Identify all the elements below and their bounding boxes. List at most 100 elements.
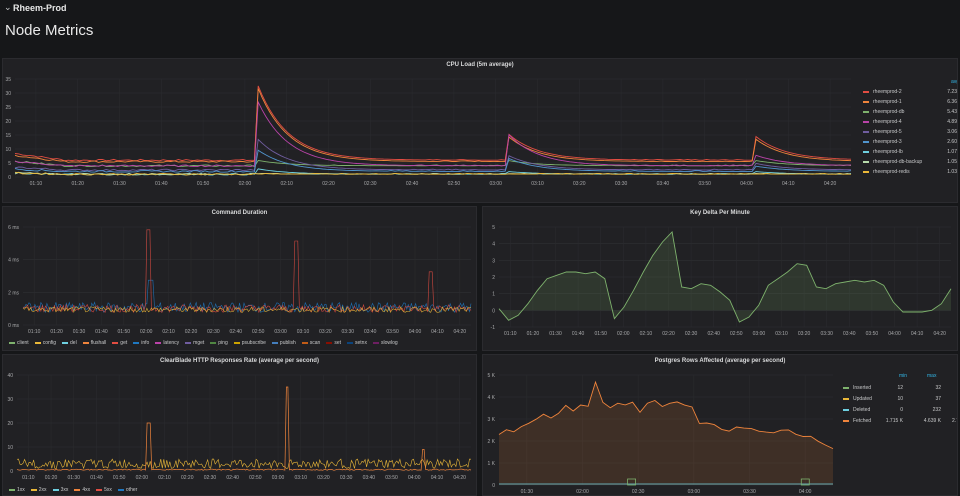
legend-label[interactable]: rheemprod-db-backup bbox=[873, 159, 923, 165]
legend-item[interactable]: rheemprod-3 2.60 bbox=[863, 139, 957, 145]
x-tick-label: 03:00 bbox=[489, 181, 502, 187]
legend-label[interactable]: rheemprod-5 bbox=[873, 129, 902, 135]
x-tick-label: 04:00 bbox=[799, 489, 812, 495]
postgres-rows-panel[interactable]: Postgres Rows Affected (average per seco… bbox=[482, 354, 958, 496]
key-delta-panel[interactable]: Key Delta Per Minute -1 0 1 2 3 4 5 01:10 01:20 0… bbox=[482, 206, 958, 351]
command-duration-panel[interactable]: Command Duration 0 ms 2 ms 4 ms 6 ms 01:10 01… bbox=[2, 206, 477, 351]
legend-header-max[interactable]: max bbox=[927, 373, 937, 379]
x-tick-label: 01:50 bbox=[594, 331, 607, 337]
legend-label[interactable]: rheemprod-db bbox=[873, 109, 905, 115]
legend-item[interactable]: rheemprod-db 5.43 bbox=[863, 109, 957, 115]
legend-swatch bbox=[863, 100, 869, 103]
legend-item[interactable]: 1xx bbox=[9, 487, 25, 493]
y-tick-label: 3 bbox=[492, 258, 495, 264]
x-tick-label: 03:20 bbox=[317, 475, 330, 481]
panel-title[interactable]: Postgres Rows Affected (average per seco… bbox=[654, 358, 786, 364]
legend-item[interactable]: rheemprod-redis 1.03 bbox=[863, 169, 957, 175]
legend-item[interactable]: rheemprod-lb 1.07 bbox=[863, 149, 957, 155]
x-tick-label: 03:40 bbox=[363, 475, 376, 481]
legend-item[interactable]: 3xx bbox=[52, 487, 69, 493]
legend-item[interactable]: psubscribe bbox=[233, 340, 266, 346]
legend-label[interactable]: set bbox=[334, 340, 342, 346]
legend-item[interactable]: other bbox=[117, 487, 138, 493]
legend-item[interactable]: scan bbox=[301, 340, 321, 346]
legend-item[interactable]: del bbox=[62, 340, 77, 346]
legend-item[interactable]: info bbox=[133, 340, 149, 346]
series-line bbox=[498, 231, 952, 323]
legend-item[interactable]: setnx bbox=[347, 340, 367, 346]
legend-item[interactable]: rheemprod-db-backup 1.05 bbox=[863, 159, 957, 165]
legend-label[interactable]: del bbox=[70, 340, 77, 346]
panel-title[interactable]: CPU Load (5m average) bbox=[446, 62, 514, 68]
legend-label[interactable]: rheemprod-lb bbox=[873, 149, 903, 155]
legend-label[interactable]: Fetched bbox=[853, 418, 872, 424]
legend-item[interactable]: Updated 10 37 bbox=[843, 396, 957, 402]
legend-item[interactable]: Inserted 12 32 bbox=[843, 385, 957, 391]
legend-label[interactable]: scan bbox=[309, 340, 321, 346]
legend-item[interactable]: Deleted 0 232 bbox=[843, 407, 957, 413]
legend-max-value: 37 bbox=[935, 396, 941, 402]
legend-item[interactable]: get bbox=[112, 340, 127, 346]
legend-item[interactable]: rheemprod-2 7.23 bbox=[863, 89, 957, 95]
legend-min-value: 0 bbox=[900, 407, 903, 413]
legend-item[interactable]: Fetched 1.715 K 4.639 K 2.7 bbox=[843, 418, 957, 424]
legend-label[interactable]: Updated bbox=[853, 396, 872, 402]
dashboard-row-header[interactable]: ⌄ Rheem-Prod bbox=[0, 0, 960, 16]
panel-title[interactable]: Command Duration bbox=[211, 210, 268, 216]
chevron-down-icon[interactable]: ⌄ bbox=[4, 2, 12, 12]
legend-label[interactable]: mget bbox=[193, 340, 205, 346]
legend-label[interactable]: other bbox=[125, 487, 138, 493]
legend-header-avg[interactable]: avg bbox=[951, 79, 957, 85]
legend-min-value: 10 bbox=[897, 396, 903, 402]
legend-label[interactable]: psubscribe bbox=[241, 340, 266, 346]
legend-label[interactable]: 4xx bbox=[82, 487, 91, 493]
legend-item[interactable]: 4xx bbox=[74, 487, 90, 493]
panel-title[interactable]: Key Delta Per Minute bbox=[690, 210, 750, 216]
x-tick-label: 03:50 bbox=[698, 181, 711, 187]
http-responses-panel[interactable]: ClearBlade HTTP Responses Rate (average … bbox=[2, 354, 477, 496]
legend-label[interactable]: 2xx bbox=[38, 487, 47, 493]
legend-label[interactable]: 5xx bbox=[104, 487, 112, 493]
legend-label[interactable]: rheemprod-3 bbox=[873, 139, 902, 145]
legend-item[interactable]: publish bbox=[271, 340, 296, 346]
legend-item[interactable]: client bbox=[9, 340, 29, 346]
legend-label[interactable]: Inserted bbox=[853, 385, 872, 391]
legend-label[interactable]: get bbox=[120, 340, 128, 346]
x-tick-label: 02:20 bbox=[662, 331, 675, 337]
area-fill bbox=[499, 232, 951, 322]
legend-label[interactable]: rheemprod-1 bbox=[873, 99, 902, 105]
legend-label[interactable]: 3xx bbox=[60, 487, 69, 493]
legend-item[interactable]: latency bbox=[155, 340, 179, 346]
legend-item[interactable]: config bbox=[34, 340, 57, 346]
legend-item[interactable]: 2xx bbox=[30, 487, 47, 493]
legend-label[interactable]: client bbox=[17, 340, 29, 346]
page-title: Node Metrics bbox=[5, 22, 94, 39]
legend-label[interactable]: 1xx bbox=[17, 487, 25, 493]
legend-label[interactable]: config bbox=[42, 340, 57, 346]
legend-label[interactable]: setnx bbox=[355, 340, 367, 346]
legend-item[interactable]: 5xx bbox=[96, 487, 112, 493]
legend-item[interactable]: slowlog bbox=[372, 340, 398, 346]
legend-label[interactable]: flushall bbox=[90, 340, 107, 346]
legend-item[interactable]: ping bbox=[210, 340, 228, 346]
legend-item[interactable]: rheemprod-1 6.36 bbox=[863, 99, 957, 105]
legend-label[interactable]: slowlog bbox=[380, 340, 398, 346]
legend-label[interactable]: info bbox=[141, 340, 150, 346]
legend-label[interactable]: Deleted bbox=[853, 407, 871, 413]
row-title[interactable]: Rheem-Prod bbox=[13, 3, 67, 13]
legend-item[interactable]: mget bbox=[185, 340, 204, 346]
legend-label[interactable]: publish bbox=[279, 340, 296, 346]
legend-label[interactable]: rheemprod-2 bbox=[873, 89, 902, 95]
cpu-load-panel[interactable]: CPU Load (5m average) 0 5 10 15 20 25 30 35 01:1… bbox=[2, 58, 958, 203]
panel-title[interactable]: ClearBlade HTTP Responses Rate (average … bbox=[160, 358, 319, 364]
x-tick-label: 02:20 bbox=[185, 329, 198, 335]
legend-item[interactable]: flushall bbox=[82, 340, 107, 346]
legend-label[interactable]: rheemprod-4 bbox=[873, 119, 902, 125]
legend-header-min[interactable]: min bbox=[899, 373, 908, 379]
legend-label[interactable]: rheemprod-redis bbox=[873, 169, 910, 175]
legend-item[interactable]: set bbox=[326, 340, 341, 346]
legend-label[interactable]: ping bbox=[218, 340, 228, 346]
legend-label[interactable]: latency bbox=[163, 340, 180, 346]
legend-item[interactable]: rheemprod-4 4.89 bbox=[863, 119, 957, 125]
legend-item[interactable]: rheemprod-5 3.06 bbox=[863, 129, 957, 135]
